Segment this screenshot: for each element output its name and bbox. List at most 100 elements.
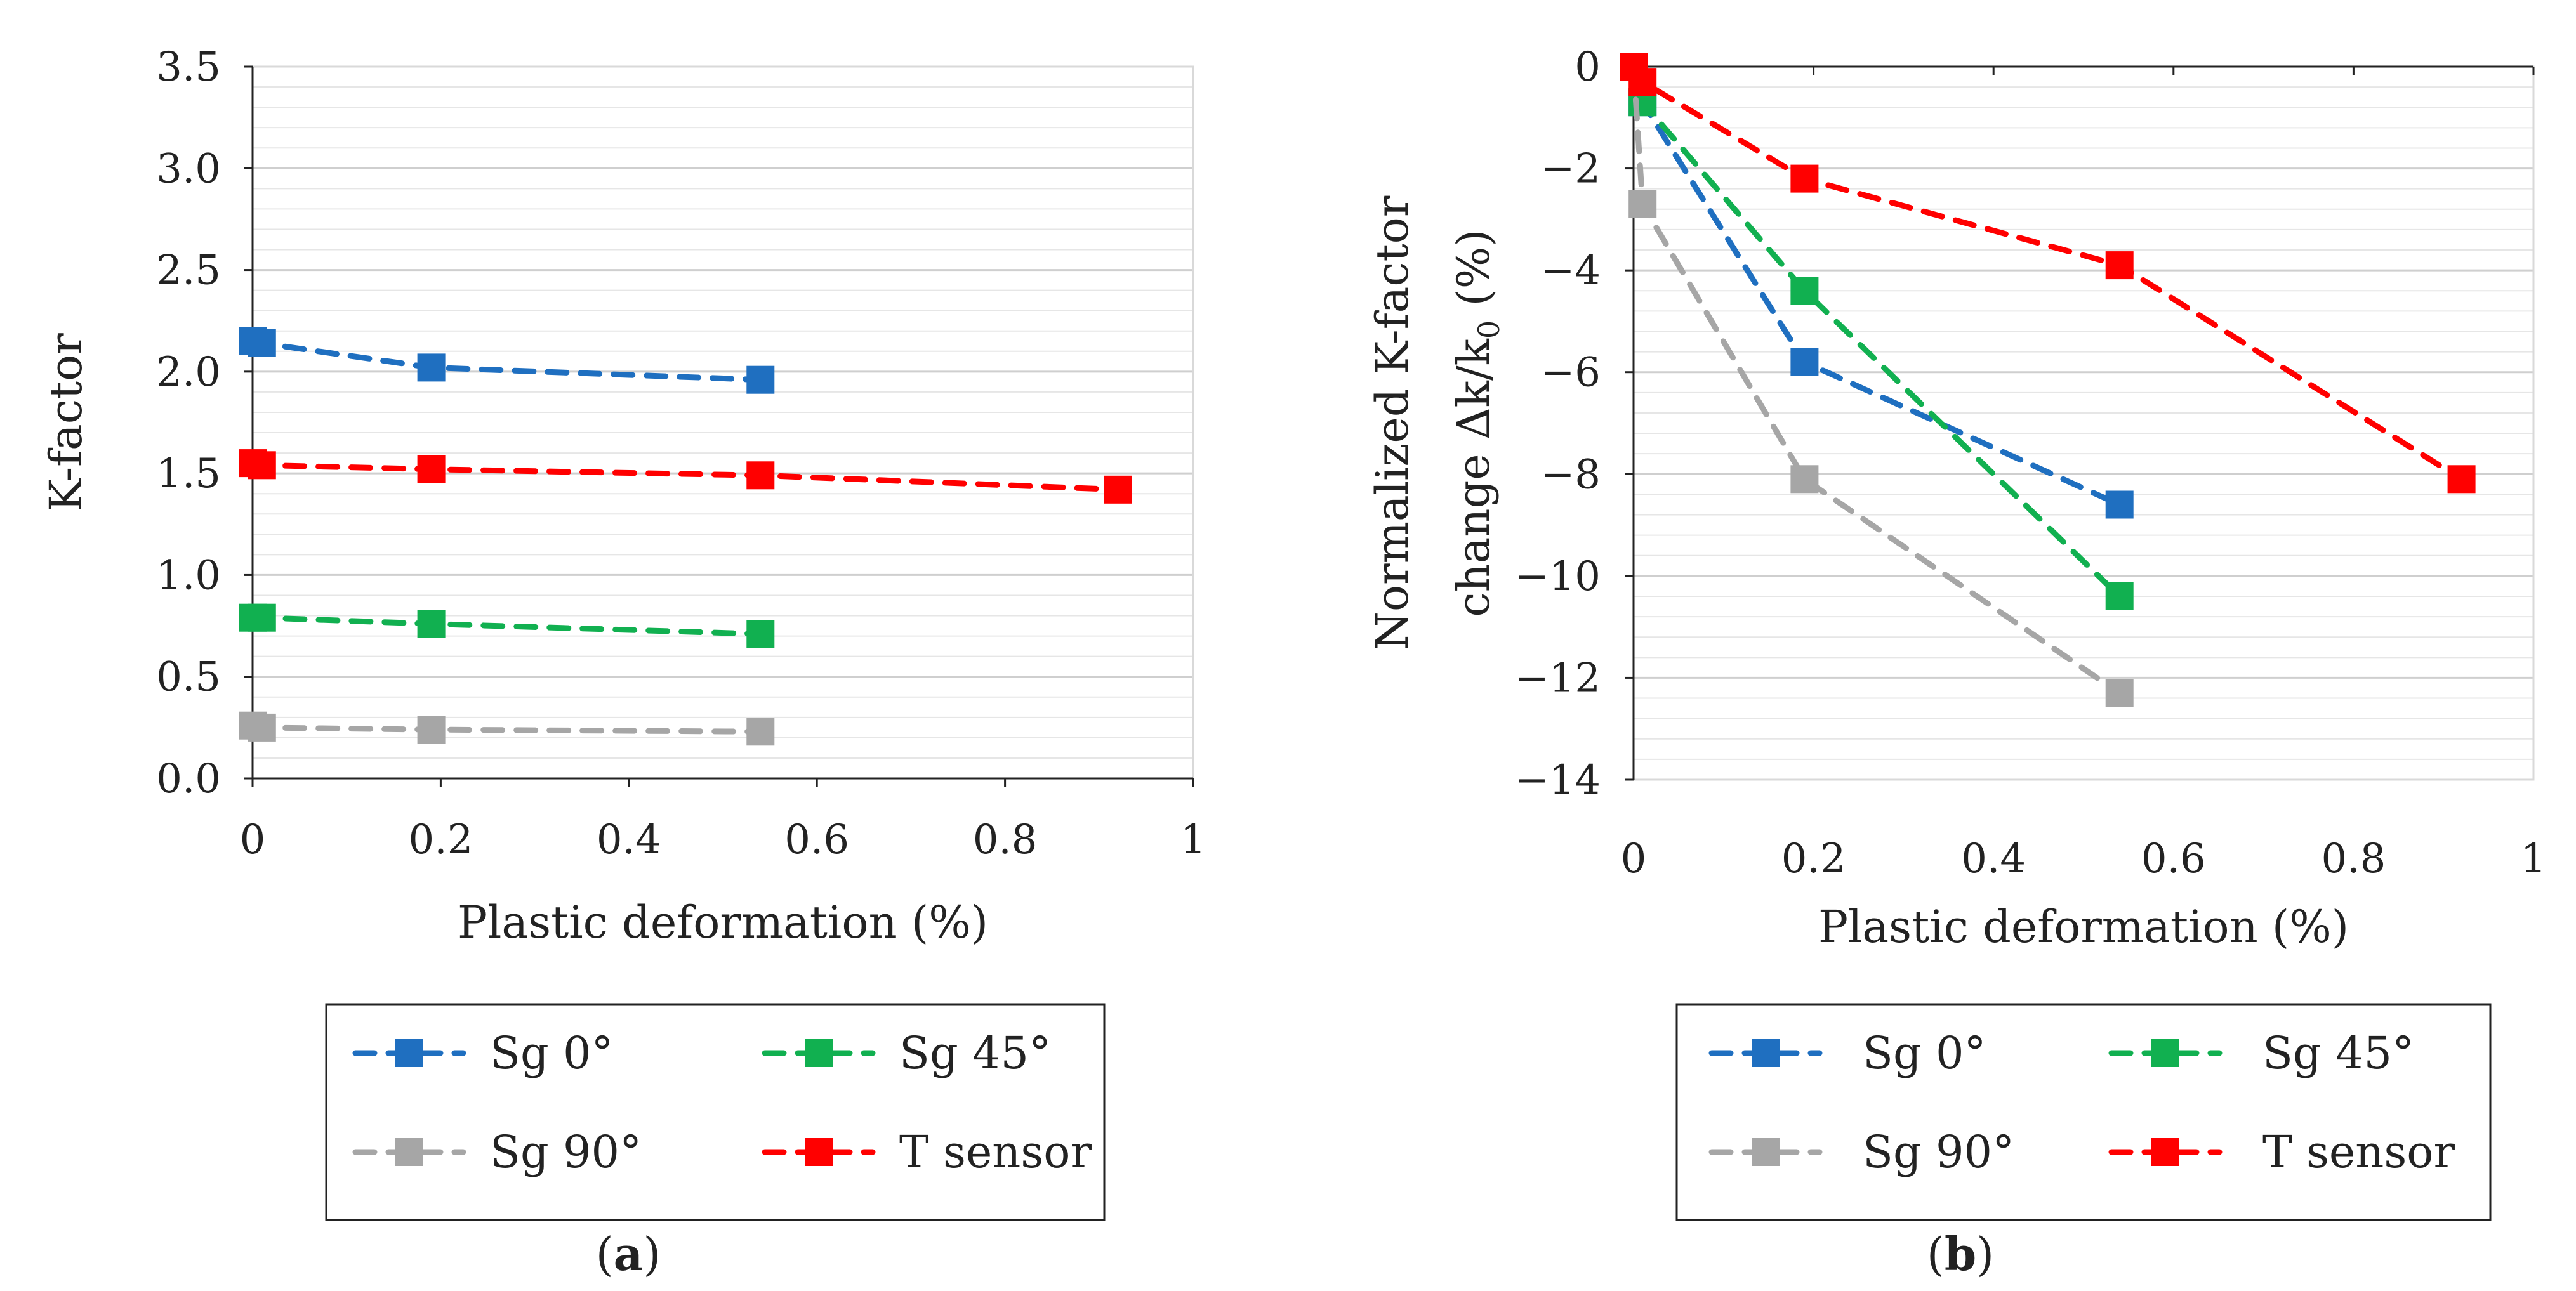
y-tick-label: −8 xyxy=(1541,451,1601,498)
legend-marker xyxy=(395,1039,423,1067)
legend-marker xyxy=(805,1039,833,1067)
data-point xyxy=(248,329,276,357)
panel-b-label-letter: b xyxy=(1945,1227,1976,1281)
panel-a-gridlines xyxy=(253,86,1193,759)
panel-b-y-axis-title-line2-text: change Δk/k xyxy=(1448,338,1500,617)
legend-label: Sg 0° xyxy=(490,1027,614,1079)
legend-marker xyxy=(1752,1039,1780,1067)
data-point xyxy=(746,365,775,394)
series-line xyxy=(249,338,763,383)
panel-b-legend: Sg 0° Sg 45° Sg 90° T sensor xyxy=(1675,1003,2492,1221)
panel-b-y-axis-title: Normalized K-factor change Δk/k0 (%) xyxy=(1366,195,1506,650)
series-line xyxy=(249,615,763,637)
x-tick-label: 0.8 xyxy=(2322,836,2386,882)
legend-marker xyxy=(2151,1039,2179,1067)
legend-entry: T sensor xyxy=(2108,1126,2455,1178)
y-tick-label: 3.5 xyxy=(156,44,221,91)
legend-label: Sg 0° xyxy=(1863,1027,1986,1079)
legend-label: Sg 45° xyxy=(899,1027,1051,1079)
data-point xyxy=(248,451,276,480)
y-tick-label: 2.0 xyxy=(156,349,221,396)
panel-b-plot-frame xyxy=(1632,65,2535,781)
data-point xyxy=(746,461,775,490)
panel-b-y-axis-title-line1: Normalized K-factor xyxy=(1366,195,1418,650)
data-point xyxy=(1628,190,1657,218)
legend-entry: Sg 90° xyxy=(352,1126,642,1178)
panel-b-y-axis-title-line2: change Δk/k0 (%) xyxy=(1448,229,1506,617)
y-tick-label: 1.0 xyxy=(156,552,221,599)
panel-a-legend-box xyxy=(325,1003,1106,1221)
panel-b-legend-box xyxy=(1675,1003,2492,1221)
x-tick-label: 0 xyxy=(1621,836,1647,882)
series-line xyxy=(1630,63,2123,508)
data-point xyxy=(2105,490,2134,519)
legend-entry: Sg 90° xyxy=(1708,1126,2014,1178)
series-sg-90 xyxy=(1620,53,2134,707)
series-line xyxy=(1630,63,2465,482)
legend-entry: Sg 0° xyxy=(352,1027,614,1079)
panel-b-y-axis-title-line2-unit: (%) xyxy=(1448,229,1500,320)
x-tick-label: 0.6 xyxy=(784,816,849,863)
data-point xyxy=(248,713,276,742)
data-point xyxy=(2105,251,2134,280)
panel-b-legend-entries: Sg 0° Sg 45° Sg 90° T sensor xyxy=(1708,1027,2455,1178)
panel-a-plot-frame xyxy=(251,65,1194,780)
panel-a-chart: 0 0.2 0.4 0.6 0.8 1 0.0 0.5 1.0 1.5 2.0 2.5 3.0 3.5 P… xyxy=(40,44,1206,1281)
data-point xyxy=(2105,582,2134,610)
series-line xyxy=(249,460,1121,493)
data-point xyxy=(1790,164,1819,193)
panel-b-gridlines xyxy=(1634,86,2533,760)
series-t-sensor xyxy=(239,449,1132,504)
legend-label: Sg 90° xyxy=(490,1126,642,1178)
y-tick-label: 2.5 xyxy=(156,247,221,294)
legend-marker xyxy=(395,1138,423,1166)
panel-b-x-axis-title: Plastic deformation (%) xyxy=(1818,901,2349,953)
y-tick-label: −2 xyxy=(1541,146,1601,193)
y-tick-label: −14 xyxy=(1515,757,1601,804)
series-sg-0 xyxy=(239,327,775,394)
legend-marker xyxy=(2151,1138,2179,1166)
data-point xyxy=(1628,68,1657,96)
legend-label: T sensor xyxy=(2262,1126,2455,1178)
series-line xyxy=(1630,63,2123,696)
y-tick-label: −12 xyxy=(1515,655,1601,702)
legend-entry: Sg 0° xyxy=(1708,1027,1986,1079)
data-point xyxy=(746,718,775,746)
panel-b-series xyxy=(1620,53,2476,707)
data-point xyxy=(1790,465,1819,494)
panel-a-label-letter: a xyxy=(614,1227,644,1281)
x-tick-label: 0.2 xyxy=(1781,836,1846,882)
y-tick-label: 3.0 xyxy=(156,145,221,192)
legend-marker xyxy=(1752,1138,1780,1166)
data-point xyxy=(2447,465,2476,494)
x-tick-label: 0.6 xyxy=(2141,836,2206,882)
data-point xyxy=(1790,277,1819,305)
panel-a-y-axis-title: K-factor xyxy=(40,333,92,512)
panel-a-series xyxy=(239,327,1132,746)
legend-label: T sensor xyxy=(899,1126,1092,1178)
x-tick-label: 0.2 xyxy=(409,816,473,863)
series-t-sensor xyxy=(1620,53,2476,494)
legend-marker xyxy=(805,1138,833,1166)
x-tick-label: 0 xyxy=(240,816,266,863)
x-tick-label: 0.8 xyxy=(973,816,1038,863)
data-point xyxy=(746,620,775,648)
data-point xyxy=(417,610,446,638)
y-tick-label: 0.0 xyxy=(156,756,221,803)
data-point xyxy=(1790,348,1819,376)
y-tick-label: 0.5 xyxy=(156,654,221,701)
panel-b-ticks: 0 0.2 0.4 0.6 0.8 1 −14 −12 −10 −8 −6 −4 −2 0 xyxy=(1515,44,2546,882)
data-point xyxy=(1104,475,1132,504)
data-point xyxy=(2105,679,2134,707)
legend-entry: T sensor xyxy=(762,1126,1092,1178)
panel-a-legend: Sg 0° Sg 45° Sg 90° T sensor xyxy=(325,1003,1106,1221)
series-sg-45 xyxy=(239,603,775,648)
legend-entry: Sg 45° xyxy=(2108,1027,2414,1079)
panel-b-y-axis-title-subscript: 0 xyxy=(1472,320,1506,339)
data-point xyxy=(417,716,446,744)
y-tick-label: 0 xyxy=(1575,44,1601,91)
legend-label: Sg 90° xyxy=(1863,1126,2014,1178)
y-tick-label: −6 xyxy=(1541,350,1601,396)
panel-a-label: (a) xyxy=(596,1227,661,1281)
y-tick-label: −10 xyxy=(1515,553,1601,600)
